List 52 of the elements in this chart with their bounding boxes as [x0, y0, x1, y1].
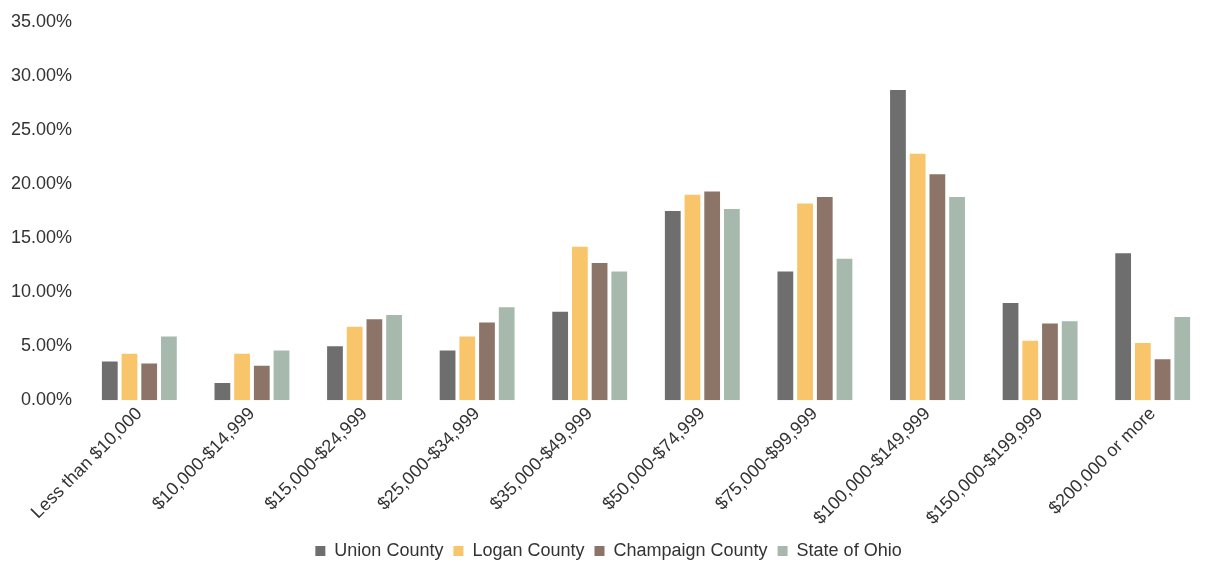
bar	[1174, 317, 1191, 401]
legend-label: Union County	[334, 539, 444, 560]
y-tick-label: 10.00%	[10, 281, 73, 302]
y-tick-label: 20.00%	[10, 172, 73, 193]
bar	[479, 322, 495, 401]
bar	[704, 191, 721, 401]
y-tick-label: 0.00%	[21, 389, 73, 410]
bar	[571, 246, 588, 401]
bar	[724, 208, 740, 401]
bar	[366, 319, 383, 401]
bar	[1115, 253, 1132, 401]
legend-label: Champaign County	[613, 539, 768, 560]
legend-label: Logan County	[472, 539, 585, 560]
bar	[890, 89, 906, 401]
bar	[1022, 340, 1039, 401]
bar	[1002, 302, 1019, 401]
bar	[664, 211, 681, 401]
bar	[141, 363, 158, 401]
bar	[101, 361, 118, 401]
bar	[929, 174, 946, 401]
bar	[346, 326, 363, 401]
bar	[1042, 323, 1058, 401]
bar	[439, 350, 456, 401]
bar	[1154, 359, 1171, 401]
bar	[161, 336, 177, 401]
bar	[836, 258, 853, 401]
y-tick-label: 25.00%	[10, 118, 73, 139]
bar	[1061, 321, 1078, 401]
bar	[498, 307, 515, 401]
bar	[214, 383, 231, 401]
y-tick-label: 35.00%	[10, 10, 73, 31]
bar	[121, 353, 138, 401]
bar	[909, 153, 926, 401]
bar	[591, 262, 608, 401]
bar	[386, 314, 402, 401]
y-tick-label: 30.00%	[10, 64, 73, 85]
y-tick-label: 15.00%	[10, 227, 73, 248]
bar	[816, 197, 833, 401]
bar	[777, 271, 794, 401]
legend-label: State of Ohio	[796, 539, 902, 560]
bar	[234, 353, 250, 401]
bar	[611, 271, 628, 401]
bar	[552, 311, 569, 401]
bar	[949, 197, 965, 401]
y-tick-label: 5.00%	[21, 335, 73, 356]
bar	[273, 350, 290, 401]
bar	[327, 346, 343, 401]
bar	[797, 203, 813, 401]
bar	[459, 336, 476, 401]
bar	[684, 194, 701, 401]
bar	[1134, 343, 1151, 401]
bar	[253, 365, 270, 401]
